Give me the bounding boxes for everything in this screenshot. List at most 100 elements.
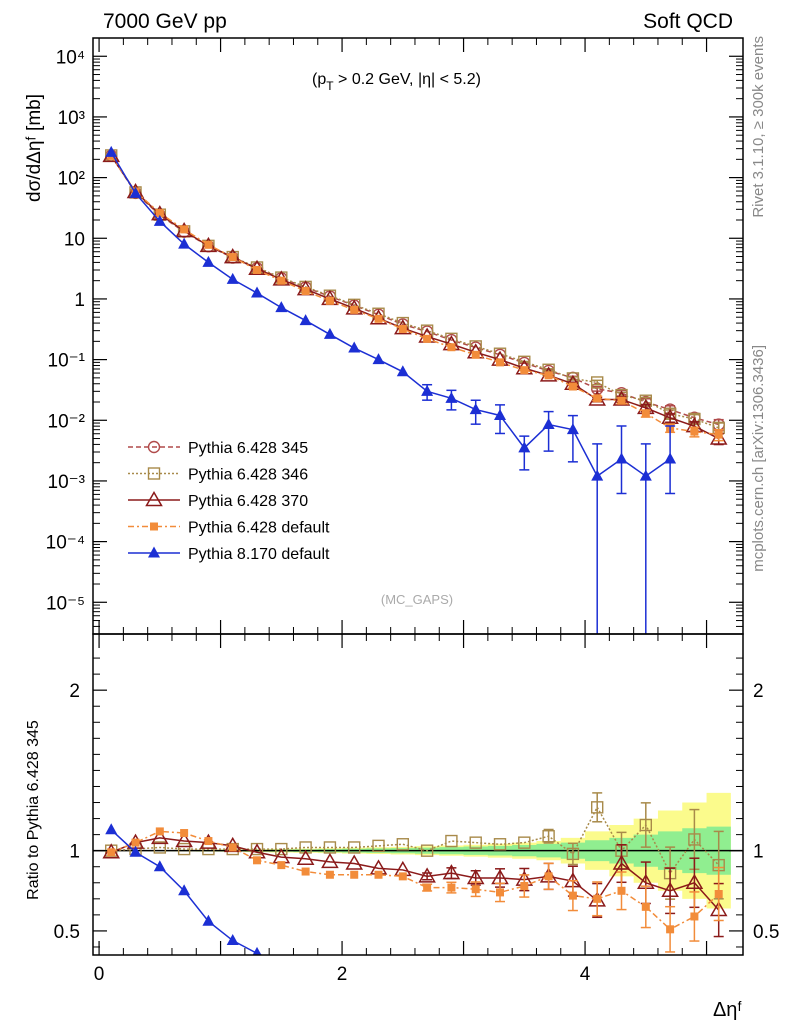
main-line-sdef8	[110, 152, 671, 478]
main-point-sdef6	[544, 371, 553, 380]
ratio-plot: 0.5 0.5 1 1 2 2 0 2 4	[54, 38, 779, 985]
ratio-point-sdef6	[301, 867, 310, 876]
ratio-point-sdef6	[568, 891, 577, 900]
ratio-point-s346	[518, 836, 531, 849]
main-point-sdef6	[617, 396, 626, 405]
ratio-point-sdef6	[666, 925, 675, 934]
main-point-sdef6	[253, 265, 262, 274]
main-point-sdef6	[714, 430, 723, 439]
mcplots-label: mcplots.cern.ch [arXiv:1306.3436]	[750, 345, 767, 572]
ratio-point-s346	[469, 836, 482, 849]
ratio-sdef8	[105, 823, 264, 955]
main-point-sdef6	[277, 276, 286, 285]
main-ytick-label: 10²	[58, 169, 85, 190]
ratio-point-s346	[275, 842, 288, 856]
ratio-point-s346	[177, 842, 191, 856]
main-point-sdef8	[251, 286, 264, 298]
main-line-s345	[110, 155, 719, 426]
legend-item-sdef6: Pythia 6.428 default	[128, 520, 330, 537]
main-point-sdef6	[374, 314, 383, 323]
ratio-point-sdef6	[690, 912, 699, 921]
main-point-sdef8	[445, 391, 458, 403]
ratio-point-s370	[685, 873, 704, 890]
main-point-sdef6	[180, 225, 189, 234]
ratio-point-sdef6	[325, 870, 334, 879]
main-point-sdef8	[639, 469, 652, 481]
legend-marker	[147, 440, 161, 454]
ratio-point-s370	[661, 881, 679, 898]
xtick-label: 4	[580, 964, 591, 985]
main-s346	[105, 149, 725, 435]
rivet-label: Rivet 3.1.10, ≥ 300k events	[750, 36, 767, 218]
ratio-point-sdef6	[277, 861, 286, 870]
ratio-ytick-label-right: 2	[753, 681, 764, 702]
ratio-point-sdef6	[714, 890, 723, 899]
legend-item-sdef8: Pythia 8.170 default	[128, 546, 330, 563]
main-point-sdef8	[323, 327, 336, 339]
ratio-point-s346	[566, 847, 580, 861]
main-point-sdef8	[591, 469, 604, 481]
legend-marker	[148, 546, 160, 558]
ratio-point-sdef8	[178, 884, 191, 896]
ratio-point-s346	[299, 841, 312, 854]
main-point-sdef6	[325, 296, 334, 305]
ratio-point-sdef6	[228, 843, 237, 852]
main-point-sdef8	[518, 441, 531, 453]
main-line-s346	[110, 155, 719, 429]
main-ytick-label: 1	[74, 290, 85, 311]
ratio-point-sdef6	[107, 848, 116, 857]
watermark: (MC_GAPS)	[381, 592, 453, 607]
ratio-point-sdef8	[129, 845, 142, 857]
main-point-s346	[591, 376, 604, 389]
main-point-sdef6	[228, 253, 237, 262]
main-point-sdef8	[299, 314, 312, 326]
main-point-sdef6	[350, 305, 359, 314]
header-right: Soft QCD	[643, 10, 733, 33]
main-point-sdef6	[155, 209, 164, 218]
ratio-point-sdef6	[641, 902, 650, 911]
ratio-point-s370	[175, 832, 193, 848]
ratio-point-sdef6	[544, 872, 553, 881]
ratio-point-sdef8	[153, 860, 166, 872]
main-point-sdef8	[105, 145, 118, 157]
ratio-frame	[92, 633, 744, 956]
main-ytick-label: 10⁻²	[48, 411, 86, 432]
main-point-sdef8	[494, 408, 507, 420]
xtick-label: 0	[94, 964, 105, 985]
ratio-point-sdef8	[202, 914, 215, 926]
legend-label: Pythia 6.428 345	[188, 440, 308, 457]
main-ytick-label: 10⁻¹	[48, 351, 86, 372]
main-point-sdef8	[372, 353, 385, 365]
main-point-sdef8	[469, 403, 482, 415]
main-point-sdef8	[615, 452, 628, 464]
main-point-sdef8	[396, 365, 409, 377]
legend-item-s345: Pythia 6.428 345	[128, 440, 308, 457]
main-point-sdef6	[447, 343, 456, 352]
main-point-sdef8	[178, 237, 191, 249]
ratio-point-sdef6	[398, 872, 407, 881]
main-point-sdef8	[542, 418, 555, 430]
ratio-point-sdef6	[204, 837, 213, 846]
ratio-point-sdef6	[155, 827, 164, 836]
ratio-point-sdef8	[226, 934, 239, 946]
legend-marker	[150, 522, 158, 531]
main-point-sdef6	[204, 240, 213, 249]
main-ylabel: dσ/dΔηᶠ [mb]	[24, 94, 45, 202]
main-point-sdef8	[153, 214, 166, 226]
main-point-sdef6	[568, 382, 577, 391]
ratio-ytick-label-right: 1	[753, 842, 764, 863]
main-s370	[102, 146, 728, 446]
ratio-point-s346	[639, 818, 653, 832]
ratio-point-s346	[372, 839, 385, 853]
ratio-ytick-label-right: 0.5	[753, 922, 779, 943]
main-point-sdef8	[421, 384, 434, 396]
legend-marker	[147, 467, 161, 480]
ratio-ytick-label: 0.5	[54, 922, 80, 943]
main-point-s370	[661, 408, 679, 425]
ratio-point-sdef6	[520, 881, 529, 890]
ratio-line-sdef6	[110, 830, 720, 931]
main-ytick-label: 10	[64, 229, 85, 250]
ratio-point-s370	[612, 854, 631, 870]
main-point-sdef6	[398, 324, 407, 333]
main-s345	[105, 149, 725, 432]
